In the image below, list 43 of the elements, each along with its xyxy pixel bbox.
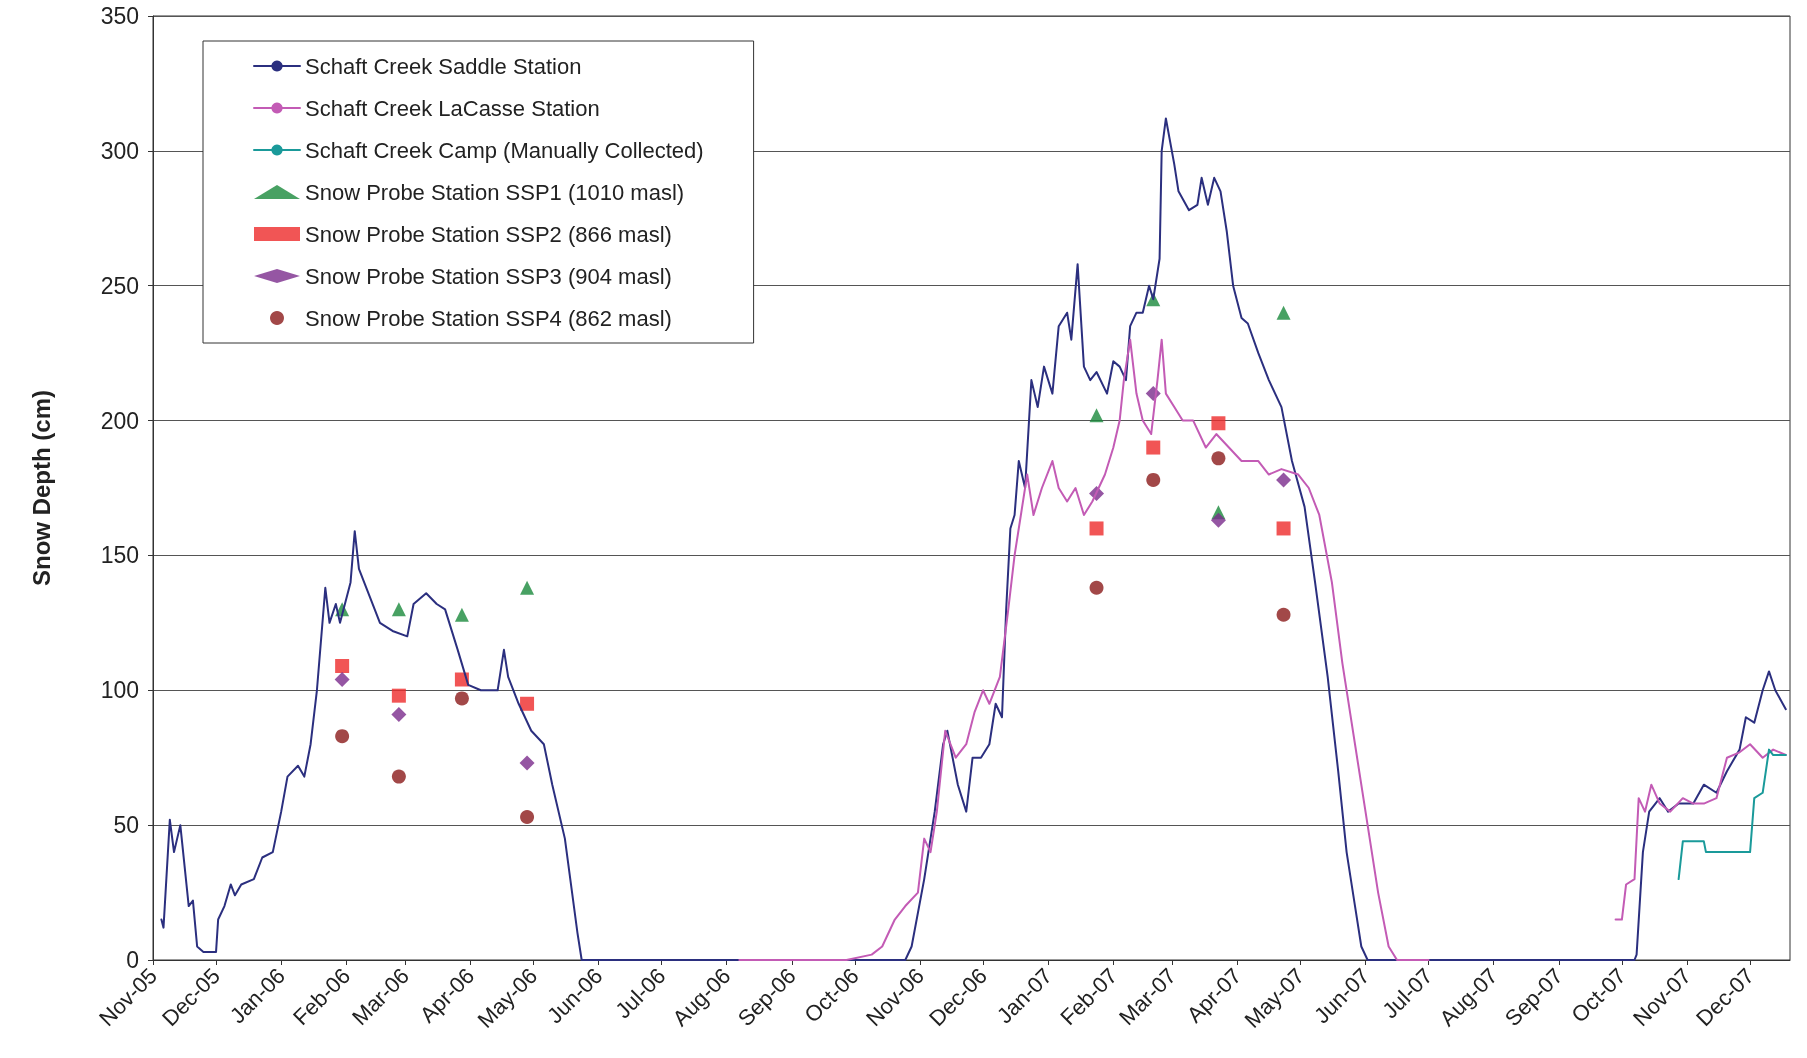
point	[1089, 580, 1104, 595]
point	[520, 810, 535, 825]
point	[1089, 408, 1104, 423]
point	[391, 769, 406, 784]
point	[1276, 521, 1291, 536]
point	[1276, 607, 1291, 622]
y-tick-label: 200	[100, 407, 139, 434]
y-tick-label: 250	[100, 272, 139, 299]
point	[454, 691, 469, 706]
point	[454, 607, 469, 622]
y-axis-title: Snow Depth (cm)	[27, 390, 55, 586]
point	[1276, 472, 1292, 488]
point	[1146, 440, 1161, 455]
point	[391, 602, 406, 617]
line-series	[1677, 748, 1787, 881]
y-tick-label: 50	[113, 812, 139, 839]
point	[1146, 472, 1161, 487]
point	[1210, 512, 1226, 528]
y-tick-label: 350	[100, 3, 139, 29]
point	[1211, 416, 1226, 431]
point	[335, 659, 350, 674]
y-tick-label: 0	[126, 947, 139, 973]
point	[519, 755, 535, 771]
point	[391, 688, 406, 703]
legend-label: Snow Probe Station SSP4 (862 masl)	[305, 305, 672, 331]
legend-label: Schaft Creek Saddle Station	[305, 53, 582, 79]
legend-label: Schaft Creek Camp (Manually Collected)	[305, 137, 704, 163]
y-tick-label: 100	[100, 677, 139, 704]
point	[520, 580, 535, 595]
y-tick-label: 300	[100, 137, 139, 164]
legend-label: Schaft Creek LaCasse Station	[305, 95, 600, 121]
point	[334, 672, 350, 687]
y-tick-label: 150	[100, 542, 139, 569]
point	[1089, 521, 1104, 536]
point	[1276, 305, 1291, 320]
line-series	[160, 117, 1787, 961]
point	[335, 729, 350, 744]
point	[391, 707, 407, 723]
point	[520, 696, 535, 711]
legend-label: Snow Probe Station SSP1 (1010 masl)	[305, 179, 685, 205]
point	[1211, 451, 1226, 466]
legend-label: Snow Probe Station SSP3 (904 masl)	[305, 263, 672, 289]
legend-label: Snow Probe Station SSP2 (866 masl)	[305, 221, 672, 247]
